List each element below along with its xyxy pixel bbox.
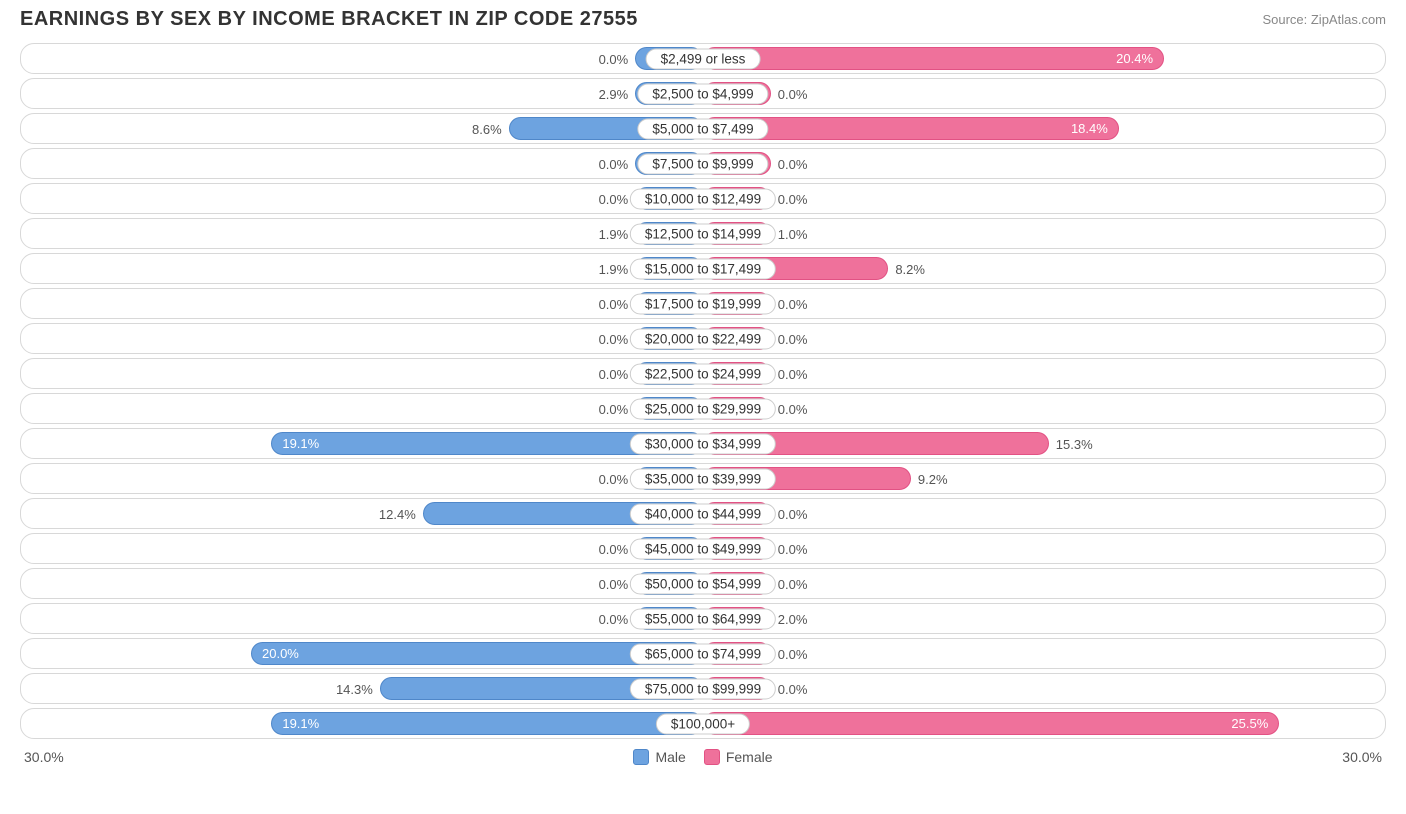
male-value-label: 20.0% bbox=[262, 646, 299, 661]
bracket-label: $45,000 to $49,999 bbox=[630, 538, 776, 559]
bracket-label: $2,500 to $4,999 bbox=[637, 83, 768, 104]
chart-footer: 30.0% Male Female 30.0% bbox=[0, 743, 1406, 765]
chart-row: 1.9%8.2%$15,000 to $17,499 bbox=[20, 253, 1386, 284]
chart-row: 0.0%2.0%$55,000 to $64,999 bbox=[20, 603, 1386, 634]
female-value-label: 25.5% bbox=[1231, 716, 1268, 731]
male-value-label: 12.4% bbox=[379, 507, 424, 522]
male-value-label: 14.3% bbox=[336, 682, 381, 697]
bracket-label: $65,000 to $74,999 bbox=[630, 643, 776, 664]
chart-body: 0.0%20.4%$2,499 or less2.9%0.0%$2,500 to… bbox=[0, 43, 1406, 739]
female-bar: 20.4% bbox=[703, 47, 1164, 70]
chart-row: 19.1% 25.5% $100,000+ bbox=[20, 708, 1386, 739]
bracket-label: $22,500 to $24,999 bbox=[630, 363, 776, 384]
chart-row: 0.0%0.0%$50,000 to $54,999 bbox=[20, 568, 1386, 599]
legend-label-male: Male bbox=[655, 749, 685, 765]
chart-row: 19.1% 15.3% $30,000 to $34,999 bbox=[20, 428, 1386, 459]
bracket-label: $17,500 to $19,999 bbox=[630, 293, 776, 314]
chart-row: 8.6% 18.4% $5,000 to $7,499 bbox=[20, 113, 1386, 144]
chart-source: Source: ZipAtlas.com bbox=[1262, 12, 1386, 27]
chart-row: 20.0%0.0%$65,000 to $74,999 bbox=[20, 638, 1386, 669]
chart-row: 2.9% 0.0%$2,500 to $4,999 bbox=[20, 78, 1386, 109]
chart-header: EARNINGS BY SEX BY INCOME BRACKET IN ZIP… bbox=[0, 0, 1406, 43]
chart-row: 0.0%9.2%$35,000 to $39,999 bbox=[20, 463, 1386, 494]
chart-row: 0.0%0.0%$22,500 to $24,999 bbox=[20, 358, 1386, 389]
female-swatch-icon bbox=[704, 749, 720, 765]
bracket-label: $12,500 to $14,999 bbox=[630, 223, 776, 244]
bracket-label: $100,000+ bbox=[656, 713, 750, 734]
male-value-label: 0.0% bbox=[599, 157, 637, 172]
bracket-label: $15,000 to $17,499 bbox=[630, 258, 776, 279]
male-value-label: 2.9% bbox=[599, 87, 637, 102]
bracket-label: $2,499 or less bbox=[646, 48, 761, 69]
chart-row: 0.0%0.0%$10,000 to $12,499 bbox=[20, 183, 1386, 214]
legend-item-female: Female bbox=[704, 749, 773, 765]
female-value-label: 20.4% bbox=[1116, 51, 1153, 66]
chart-row: 1.9%1.0%$12,500 to $14,999 bbox=[20, 218, 1386, 249]
bracket-label: $7,500 to $9,999 bbox=[637, 153, 768, 174]
female-value-label: 18.4% bbox=[1071, 121, 1108, 136]
female-value-label: 15.3% bbox=[1048, 437, 1093, 452]
male-bar: 19.1% bbox=[271, 712, 703, 735]
chart-row: 0.0% 0.0%$7,500 to $9,999 bbox=[20, 148, 1386, 179]
male-swatch-icon bbox=[633, 749, 649, 765]
chart-row: 0.0% 20.4% $2,499 or less bbox=[20, 43, 1386, 74]
chart-row: 12.4%0.0%$40,000 to $44,999 bbox=[20, 498, 1386, 529]
bracket-label: $10,000 to $12,499 bbox=[630, 188, 776, 209]
bracket-label: $75,000 to $99,999 bbox=[630, 678, 776, 699]
legend-label-female: Female bbox=[726, 749, 773, 765]
chart-row: 14.3%0.0%$75,000 to $99,999 bbox=[20, 673, 1386, 704]
chart-row: 0.0%0.0%$25,000 to $29,999 bbox=[20, 393, 1386, 424]
male-value-label: 19.1% bbox=[282, 716, 319, 731]
female-value-label: 8.2% bbox=[887, 262, 925, 277]
legend: Male Female bbox=[633, 749, 772, 765]
male-value-label: 0.0% bbox=[599, 52, 637, 67]
male-value-label: 8.6% bbox=[472, 122, 510, 137]
bracket-label: $40,000 to $44,999 bbox=[630, 503, 776, 524]
female-value-label: 0.0% bbox=[770, 157, 808, 172]
chart-title: EARNINGS BY SEX BY INCOME BRACKET IN ZIP… bbox=[20, 8, 638, 31]
bracket-label: $30,000 to $34,999 bbox=[630, 433, 776, 454]
axis-right-max: 30.0% bbox=[1342, 749, 1382, 765]
chart-row: 0.0%0.0%$45,000 to $49,999 bbox=[20, 533, 1386, 564]
female-value-label: 0.0% bbox=[770, 87, 808, 102]
chart-row: 0.0%0.0%$20,000 to $22,499 bbox=[20, 323, 1386, 354]
male-value-label: 19.1% bbox=[282, 436, 319, 451]
legend-item-male: Male bbox=[633, 749, 685, 765]
bracket-label: $35,000 to $39,999 bbox=[630, 468, 776, 489]
bracket-label: $25,000 to $29,999 bbox=[630, 398, 776, 419]
bracket-label: $55,000 to $64,999 bbox=[630, 608, 776, 629]
bracket-label: $50,000 to $54,999 bbox=[630, 573, 776, 594]
bracket-label: $5,000 to $7,499 bbox=[637, 118, 768, 139]
female-bar: 25.5% bbox=[703, 712, 1279, 735]
chart-row: 0.0%0.0%$17,500 to $19,999 bbox=[20, 288, 1386, 319]
bracket-label: $20,000 to $22,499 bbox=[630, 328, 776, 349]
female-value-label: 9.2% bbox=[910, 472, 948, 487]
axis-left-max: 30.0% bbox=[24, 749, 64, 765]
